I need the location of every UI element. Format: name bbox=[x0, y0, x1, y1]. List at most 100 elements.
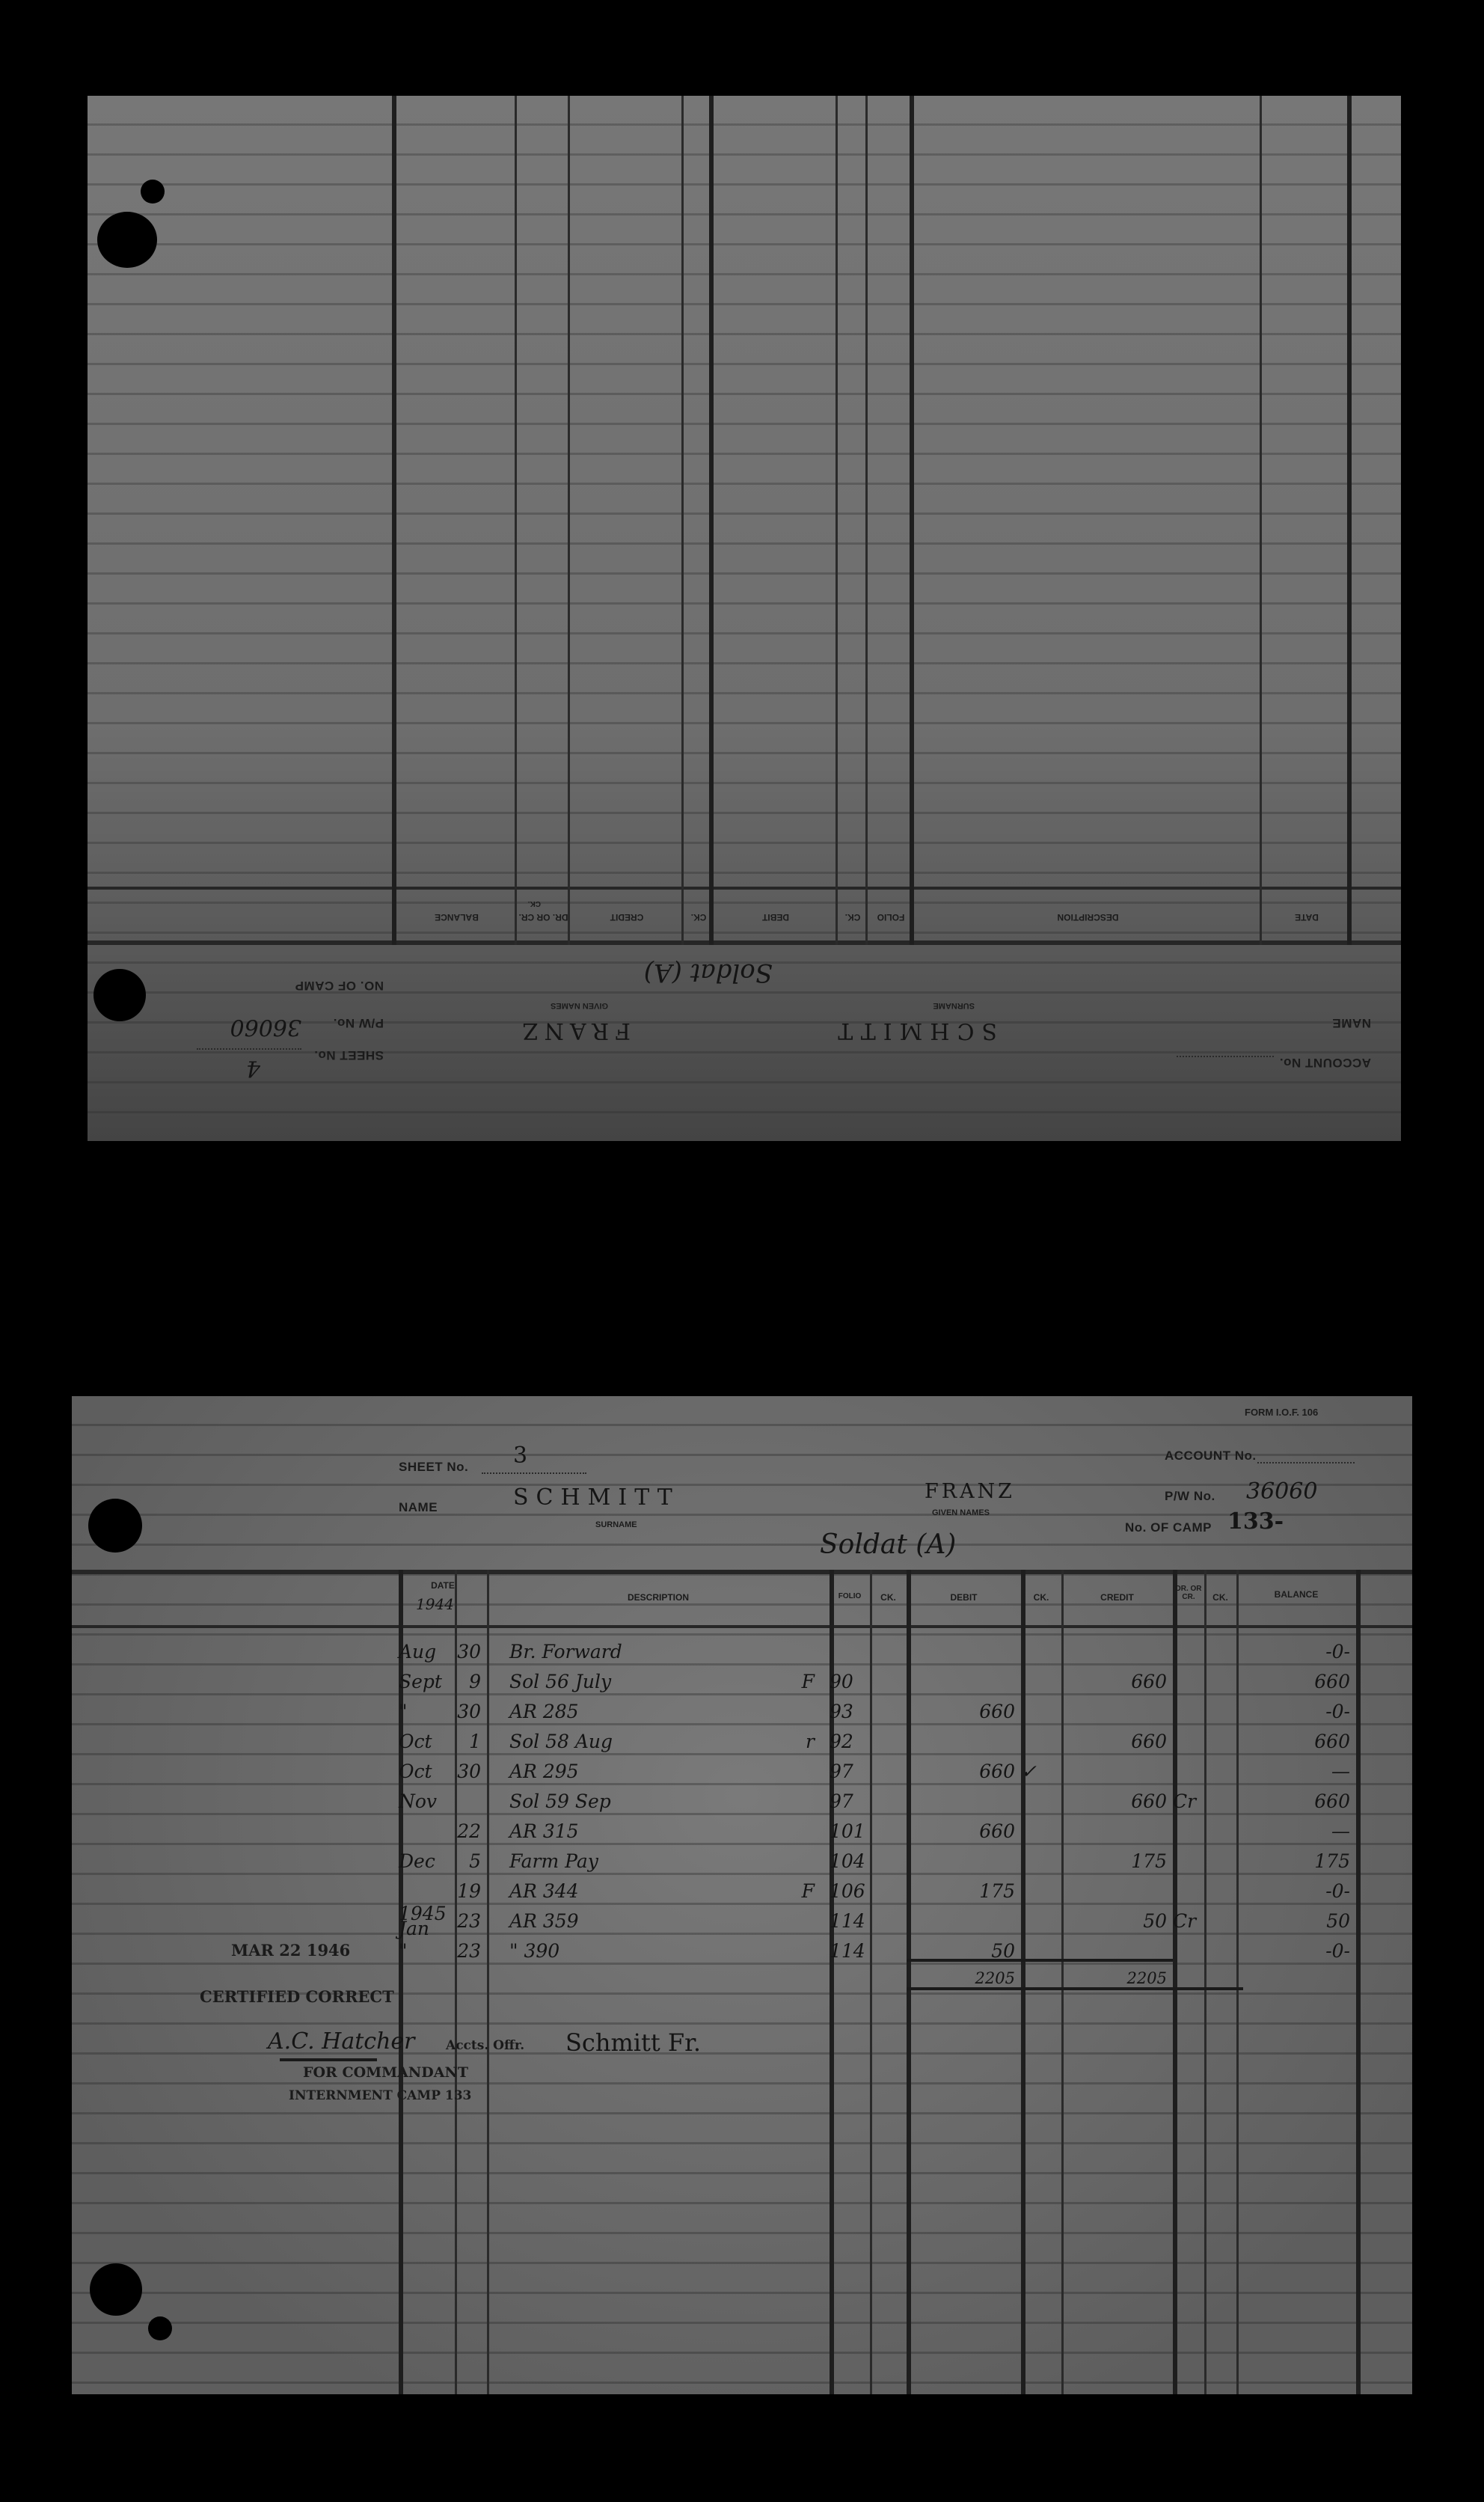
total-debit: 2205 bbox=[975, 1969, 1015, 1987]
officer-signature: A.C. Hatcher bbox=[268, 2028, 415, 2055]
table-row: Aug 30 Br. Forward -0- bbox=[399, 1637, 1356, 1667]
camp-label: NO. OF CAMP bbox=[295, 979, 384, 993]
cell-day: 19 bbox=[457, 1880, 481, 1902]
cell-debit-ck bbox=[1021, 1876, 1061, 1906]
cell-month: Nov bbox=[399, 1790, 438, 1812]
column-line bbox=[1204, 1570, 1206, 2394]
cell-debit-ck bbox=[1021, 1697, 1061, 1727]
sheet-field bbox=[197, 1048, 301, 1050]
officer-title: Accts. Offr. bbox=[446, 2038, 525, 2053]
column-line bbox=[487, 1570, 489, 2394]
cell-description: AR 344 F bbox=[487, 1876, 830, 1906]
table-row: Oct 1 Sol 58 Aug r 92 660 660 bbox=[399, 1727, 1356, 1757]
binder-hole bbox=[97, 212, 157, 268]
col-debit: DEBIT bbox=[950, 1592, 978, 1603]
cell-debit: 175 bbox=[979, 1880, 1015, 1902]
col-header: FOLIO bbox=[877, 912, 905, 923]
given-names-value: FRANZ bbox=[516, 1018, 631, 1044]
cell-ck bbox=[1204, 1936, 1236, 1966]
cell-debit bbox=[907, 1787, 1021, 1817]
cell-ck bbox=[870, 1697, 907, 1727]
cell-credit: 175 bbox=[1131, 1850, 1167, 1872]
rank-value: Soldat (A) bbox=[643, 958, 773, 988]
cell-ck bbox=[870, 1667, 907, 1697]
table-row: 1945 Jan 23 AR 359 114 50 Cr 50 bbox=[399, 1904, 1356, 1938]
cell-debit-ck bbox=[1021, 1637, 1061, 1667]
binder-hole bbox=[88, 1499, 142, 1553]
cell-ck bbox=[1204, 1906, 1236, 1936]
cell-folio: 101 bbox=[830, 1820, 865, 1842]
cell-day: 23 bbox=[457, 1910, 481, 1932]
header-rule-bottom bbox=[88, 887, 1401, 890]
signature-underline bbox=[280, 2058, 377, 2061]
sheet-label: SHEET No. bbox=[399, 1460, 469, 1474]
cell-credit: 660 bbox=[1131, 1790, 1167, 1812]
cell-balance: 660 bbox=[1314, 1731, 1350, 1752]
col-description: DESCRIPTION bbox=[627, 1592, 689, 1603]
cell-debit: 660 bbox=[979, 1820, 1015, 1842]
cell-ck bbox=[870, 1847, 907, 1876]
column-line bbox=[865, 96, 868, 945]
binder-hole bbox=[93, 969, 146, 1021]
cell-folio: 114 bbox=[830, 1940, 865, 1962]
column-line bbox=[1061, 1570, 1064, 2394]
cell-credit: 660 bbox=[1131, 1731, 1167, 1752]
cell-debit: 660 bbox=[979, 1701, 1015, 1722]
sheet-number: 3 bbox=[513, 1443, 528, 1469]
camp-label: No. OF CAMP bbox=[1125, 1520, 1212, 1535]
account-label: ACCOUNT No. bbox=[1165, 1449, 1257, 1463]
given-names-value: FRANZ bbox=[925, 1480, 1015, 1503]
cell-balance: 660 bbox=[1314, 1671, 1350, 1692]
cell-description: AR 295 bbox=[487, 1757, 830, 1787]
cell-balance: -0- bbox=[1325, 1880, 1350, 1902]
cell-ck bbox=[1204, 1817, 1236, 1847]
cell-month: Dec bbox=[399, 1850, 435, 1872]
cell-debit: 660 bbox=[979, 1761, 1015, 1782]
stamp-date: MAR 22 1946 bbox=[231, 1941, 351, 1960]
cell-drcr bbox=[1173, 1727, 1204, 1757]
cell-folio: 93 bbox=[830, 1701, 853, 1722]
total-underline bbox=[907, 1987, 1243, 1990]
table-row: Sept 9 Sol 56 July F 90 660 660 bbox=[399, 1667, 1356, 1697]
total-rule bbox=[907, 1959, 1173, 1962]
cell-description: AR 359 bbox=[487, 1906, 830, 1936]
cell-balance: 175 bbox=[1314, 1850, 1350, 1872]
sheet-field bbox=[482, 1472, 586, 1474]
cell-description-text: AR 359 bbox=[509, 1910, 579, 1932]
column-line bbox=[709, 96, 714, 945]
cell-folio: 104 bbox=[830, 1850, 865, 1872]
col-header: CK. bbox=[690, 912, 707, 923]
col-folio: FOLIO bbox=[838, 1592, 862, 1600]
table-row: Dec 5 Farm Pay 104 175 175 bbox=[399, 1847, 1356, 1876]
prisoner-signature: Schmitt Fr. bbox=[565, 2028, 702, 2057]
column-line bbox=[1236, 1570, 1239, 2394]
cell-description-text: Sol 59 Sep bbox=[509, 1790, 611, 1812]
given-names-label: GIVEN NAMES bbox=[550, 1001, 608, 1010]
cell-month: Aug bbox=[399, 1641, 437, 1663]
cell-ck bbox=[870, 1876, 907, 1906]
cell-debit bbox=[907, 1847, 1021, 1876]
column-line bbox=[568, 96, 570, 945]
cell-day: 9 bbox=[469, 1671, 481, 1692]
column-line bbox=[907, 1570, 911, 2394]
cell-ck bbox=[1204, 1757, 1236, 1787]
pw-label: P/W No. bbox=[333, 1016, 384, 1030]
column-line bbox=[399, 1570, 403, 2394]
cell-description: AR 285 bbox=[487, 1697, 830, 1727]
cell-ck bbox=[870, 1757, 907, 1787]
cell-description-text: AR 344 bbox=[509, 1880, 579, 1902]
cell-day: 5 bbox=[469, 1850, 481, 1872]
cell-folio bbox=[830, 1637, 870, 1667]
account-field bbox=[1177, 1056, 1274, 1057]
cell-folio: 106 bbox=[830, 1880, 865, 1902]
cell-day: 30 bbox=[457, 1761, 481, 1782]
column-line bbox=[910, 96, 914, 945]
cell-month: Oct bbox=[399, 1761, 432, 1782]
column-line bbox=[1021, 1570, 1025, 2394]
name-label: NAME bbox=[399, 1500, 438, 1514]
cell-description: " 390 bbox=[487, 1936, 830, 1966]
col-date: DATE bbox=[431, 1580, 455, 1591]
column-line bbox=[1356, 1570, 1361, 2394]
cell-drcr bbox=[1173, 1847, 1204, 1876]
cell-description-text: AR 285 bbox=[509, 1701, 579, 1722]
